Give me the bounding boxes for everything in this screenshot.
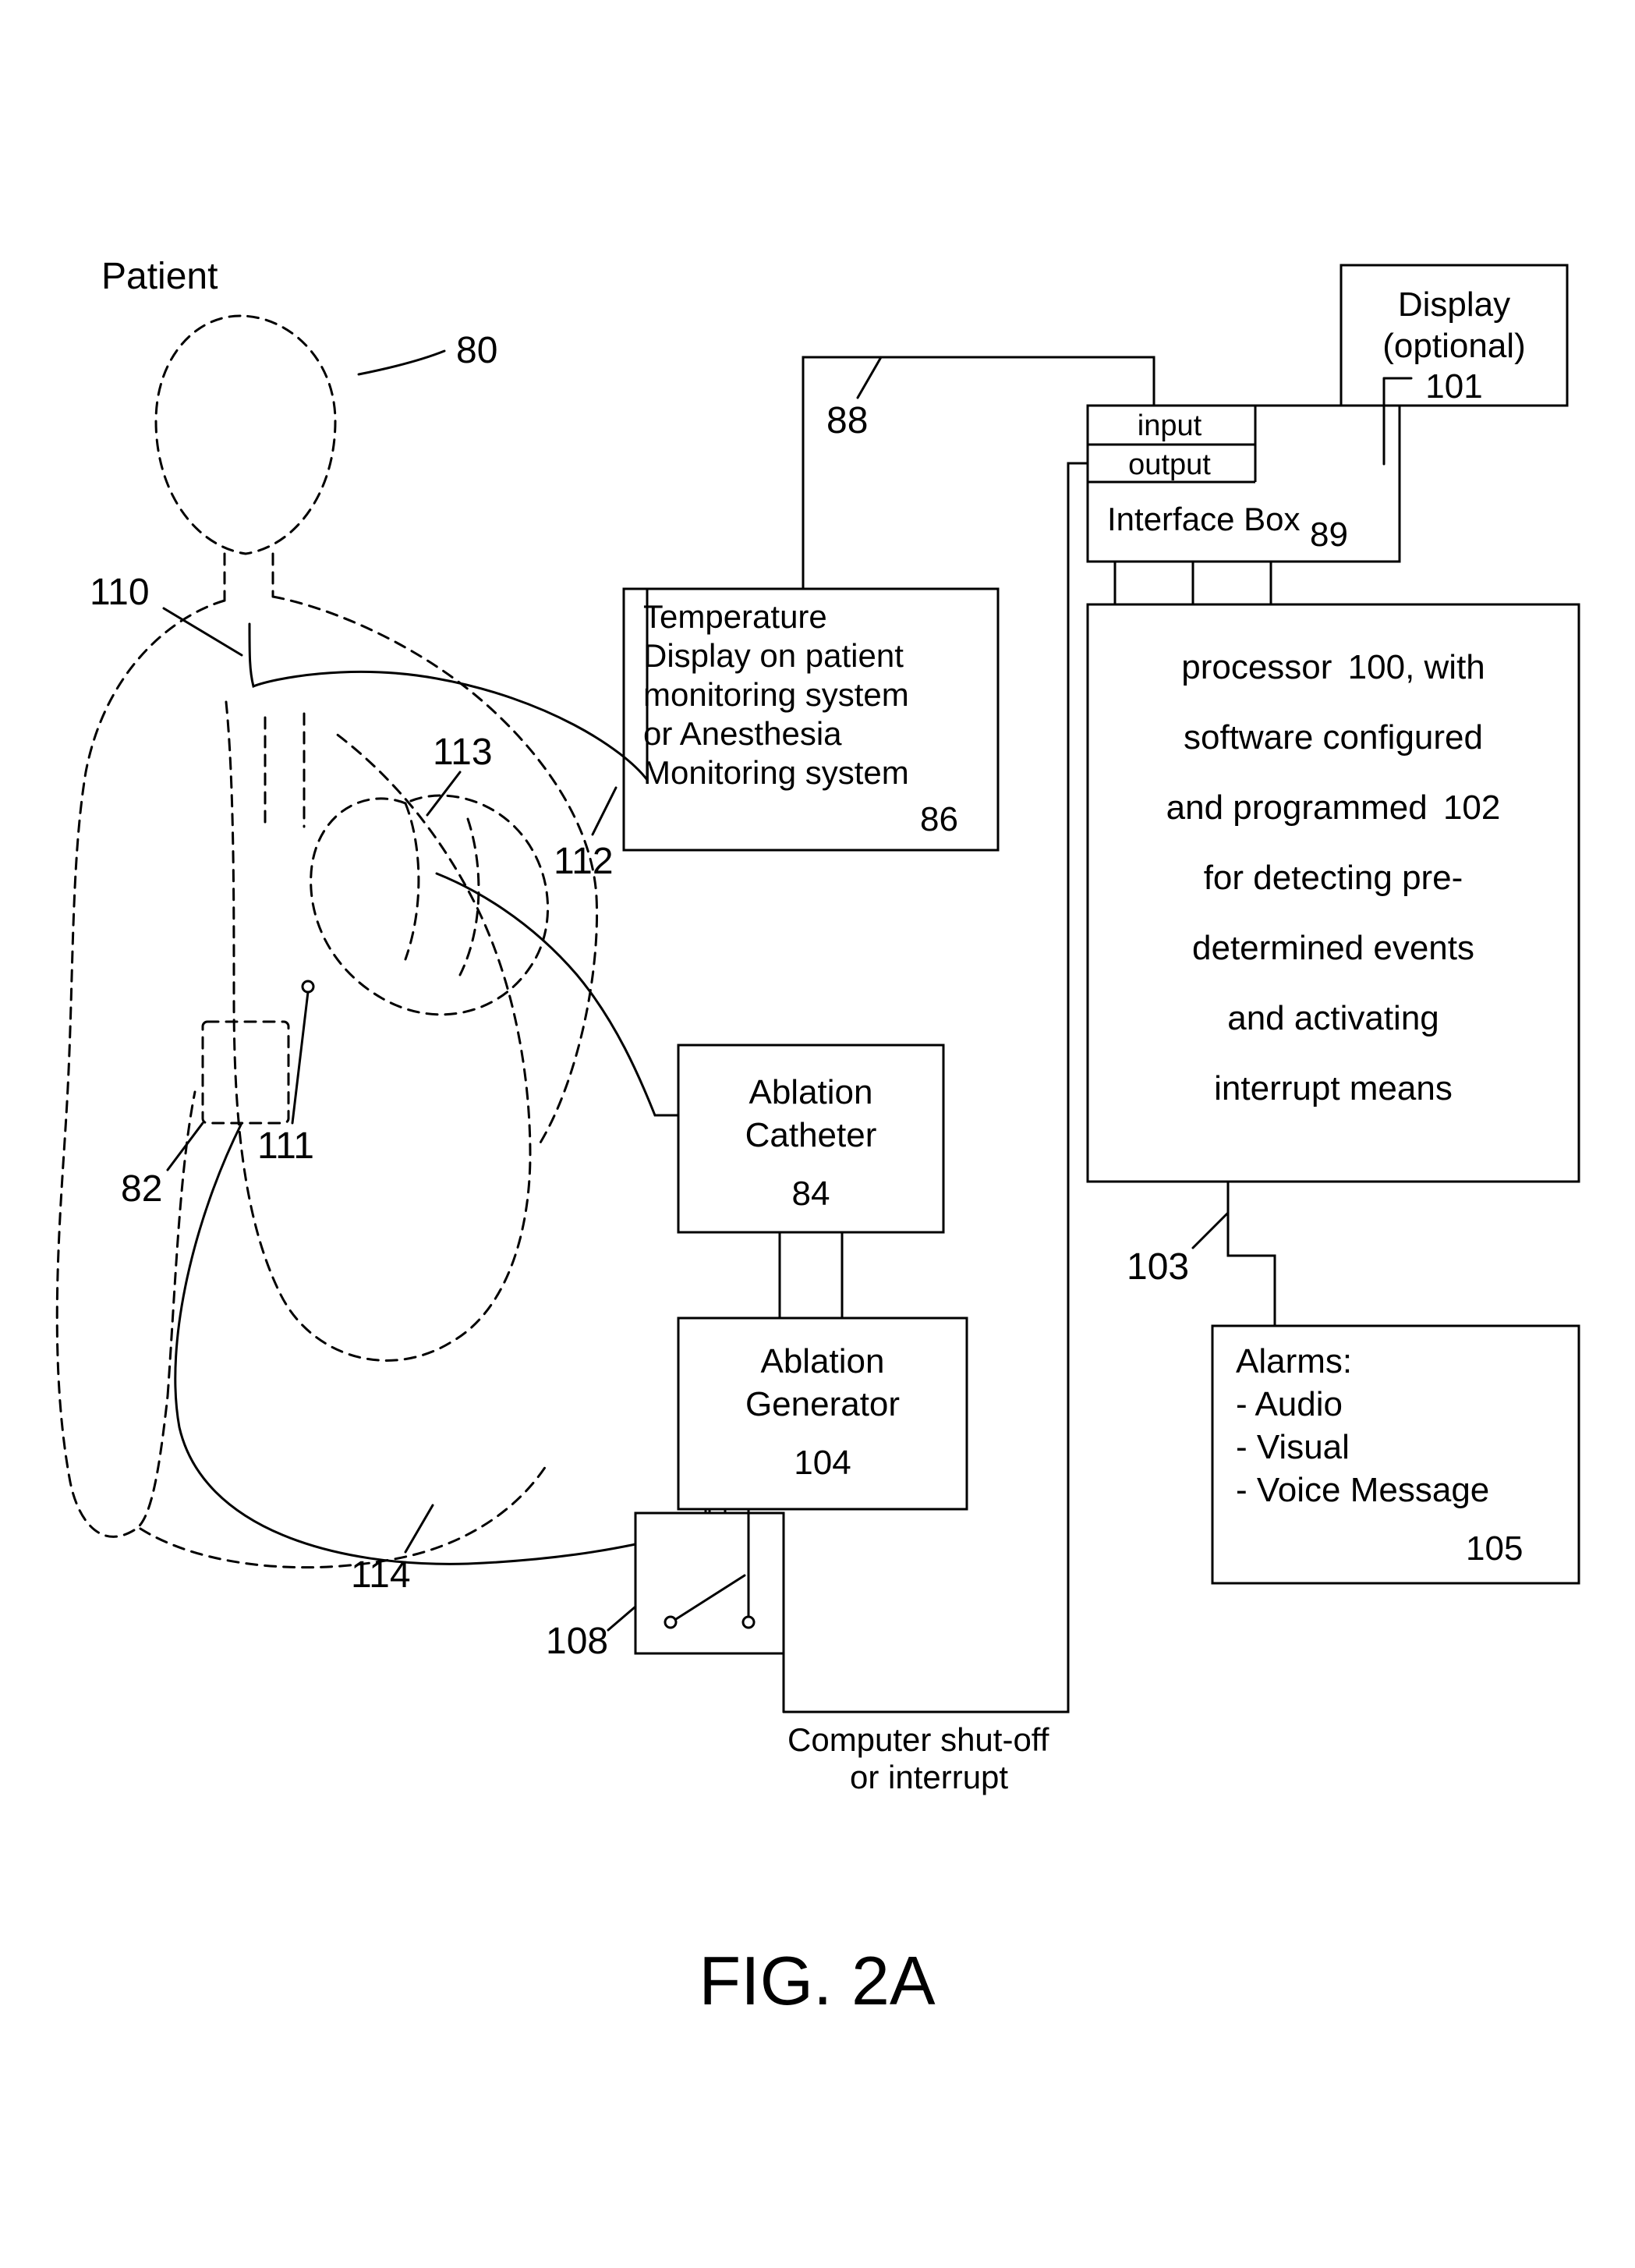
leader-114 [405,1505,433,1552]
ref-112: 112 [554,841,614,882]
ref-110: 110 [90,572,150,613]
leader-88 [858,357,881,398]
temp-l1: Temperature [643,598,827,635]
leader-103 [1193,1213,1228,1248]
ref-82: 82 [121,1168,162,1210]
if-label: Interface Box [1107,501,1300,537]
leader-108 [608,1607,635,1630]
box-temperature-display: Temperature Display on patient monitorin… [624,589,998,850]
proc-l1: processor 100, with [1181,648,1485,686]
proc-l7: interrupt means [1214,1069,1453,1107]
ref-103: 103 [1127,1246,1189,1288]
figure-label: FIG. 2A [699,1942,935,2019]
proc-l4: for detecting pre- [1204,859,1463,897]
temp-l2: Display on patient [643,637,904,674]
leader-110 [164,608,242,655]
wire-ablation-catheter [437,874,678,1115]
ref-111: 111 [257,1125,314,1167]
ref-84: 84 [792,1175,830,1213]
gen-l2: Generator [745,1385,900,1423]
proc-alarm-line [1228,1182,1275,1326]
proc-l3: and programmed 102 [1166,788,1501,827]
leader-112 [593,788,616,835]
ref-108: 108 [546,1621,608,1662]
alarm-i1: - Audio [1236,1385,1343,1423]
figure-2a-diagram: Patient 80 110 113 111 82 112 114 88 Com… [0,0,1635,2268]
switch-108 [635,1513,784,1653]
ref-80: 80 [456,330,497,371]
proc-l2: software configured [1184,718,1483,757]
implanted-device-82 [203,1022,288,1123]
box-ablation-generator: Ablation Generator 104 [678,1318,967,1509]
ref-88: 88 [826,400,868,441]
box-alarms: Alarms: - Audio - Visual - Voice Message… [1212,1326,1579,1583]
ref-89: 89 [1310,516,1348,554]
alarm-title: Alarms: [1236,1342,1352,1380]
ref-104: 104 [794,1444,851,1482]
temp-l3: monitoring system [643,676,909,713]
temp-l5: Monitoring system [643,754,909,791]
alarm-i3: - Voice Message [1236,1471,1489,1509]
leader-111 [292,992,308,1123]
box-interface: input output Interface Box 89 [1088,406,1400,562]
shutoff-label-l1: Computer shut-off [787,1721,1049,1758]
box-processor: processor 100, with software configured … [1088,604,1579,1182]
if-output: output [1128,448,1211,481]
alarm-i2: - Visual [1236,1428,1350,1466]
proc-l6: and activating [1227,999,1439,1037]
disp-l2: (optional) [1382,327,1525,365]
cath-l1: Ablation [748,1073,872,1111]
electrode-111 [303,981,313,992]
leader-113 [427,772,460,815]
ref-101: 101 [1425,367,1482,406]
patient-label: Patient [101,256,218,297]
proc-l5: determined events [1192,929,1474,967]
cath-l2: Catheter [745,1116,877,1154]
leader-80 [359,351,444,374]
box-ablation-catheter: Ablation Catheter 84 [678,1045,943,1232]
shutoff-label-l2: or interrupt [850,1759,1008,1795]
ref-86: 86 [920,800,958,838]
wire-88 [803,357,1154,589]
temp-l4: or Anesthesia [643,715,842,752]
wire-114 [175,1123,635,1564]
gen-l1: Ablation [760,1342,884,1380]
ref-105: 105 [1466,1529,1523,1568]
disp-l1: Display [1398,285,1510,324]
if-input: input [1138,409,1202,442]
box-display-optional: Display (optional) 101 [1341,265,1567,406]
ref-113: 113 [433,732,493,773]
